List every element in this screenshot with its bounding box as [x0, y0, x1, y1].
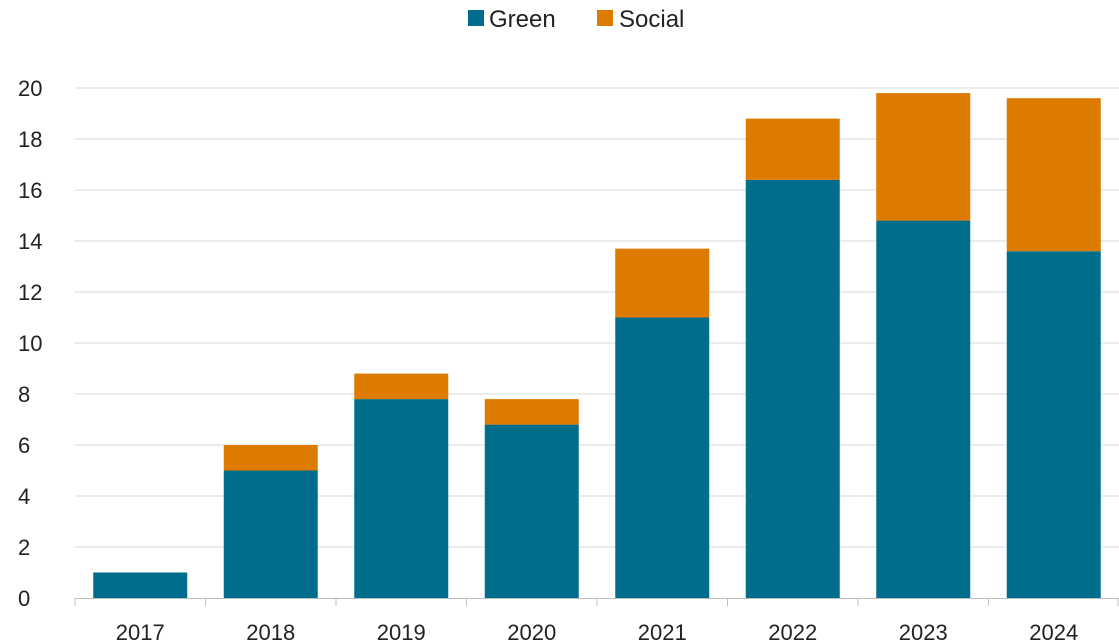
x-axis-ticks [74, 598, 1119, 606]
legend-label-social: Social [619, 6, 684, 33]
bar-green-2017 [93, 572, 188, 598]
x-axis-tick-labels: 2017 2018 2019 2020 2021 2022 2023 2024 [116, 620, 1078, 644]
x-tick-label: 2022 [768, 620, 817, 644]
y-tick-label: 16 [18, 178, 42, 203]
bar-green-2018 [223, 470, 318, 598]
bar-green-2022 [745, 179, 840, 599]
y-tick-label: 6 [18, 433, 30, 458]
x-tick-label: 2021 [638, 620, 687, 644]
y-tick-label: 14 [18, 229, 42, 254]
x-tick-label: 2023 [899, 620, 948, 644]
x-tick-label: 2024 [1029, 620, 1078, 644]
bar-social-2018 [223, 445, 318, 471]
bar-green-2021 [615, 317, 710, 598]
x-tick-label: 2017 [116, 620, 165, 644]
legend-swatch-social [597, 10, 613, 26]
y-tick-label: 8 [18, 382, 30, 407]
y-tick-label: 2 [18, 535, 30, 560]
bars [93, 93, 1101, 599]
y-tick-label: 18 [18, 127, 42, 152]
bar-green-2023 [876, 220, 971, 598]
y-tick-label: 10 [18, 331, 42, 356]
x-tick-label: 2020 [507, 620, 556, 644]
bar-green-2024 [1006, 251, 1101, 598]
legend-label-green: Green [489, 6, 556, 33]
x-tick-label: 2018 [246, 620, 295, 644]
y-axis-tick-labels: 0 2 4 6 8 10 12 14 16 18 20 [18, 76, 42, 611]
bar-green-2019 [354, 399, 449, 598]
bar-social-2021 [615, 248, 710, 318]
legend-swatch-green [468, 10, 484, 26]
y-tick-label: 12 [18, 280, 42, 305]
y-tick-label: 0 [18, 586, 30, 611]
bar-social-2024 [1006, 98, 1101, 252]
y-tick-label: 4 [18, 484, 30, 509]
x-tick-label: 2019 [377, 620, 426, 644]
bar-social-2019 [354, 373, 449, 400]
bar-green-2020 [484, 424, 579, 598]
bar-social-2022 [745, 118, 840, 180]
bar-social-2023 [876, 93, 971, 221]
chart-legend: Green Social [468, 6, 684, 33]
bar-social-2020 [484, 399, 579, 425]
y-tick-label: 20 [18, 76, 42, 101]
